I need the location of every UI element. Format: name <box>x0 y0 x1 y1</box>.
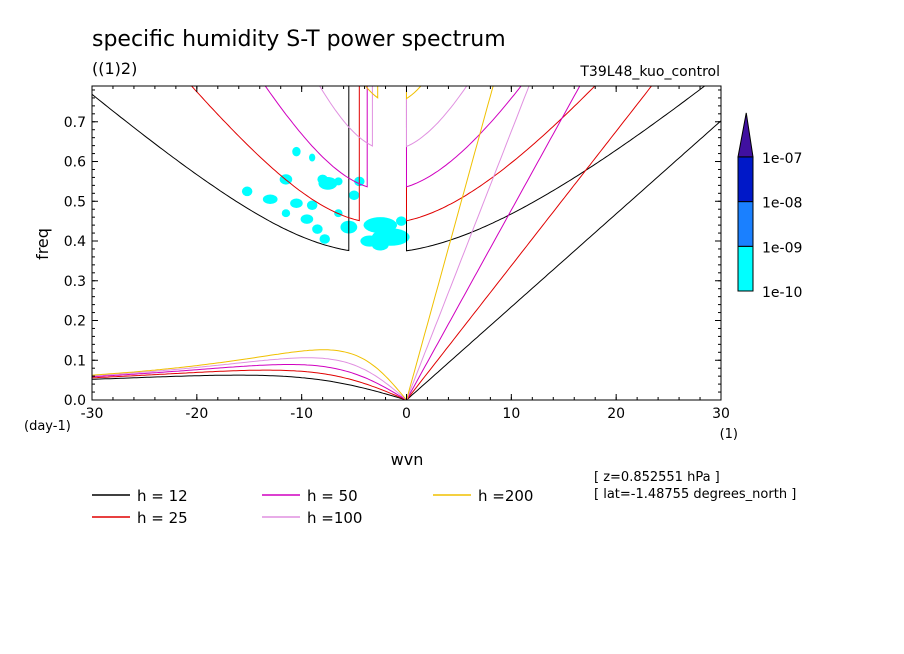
shaded-region-21 <box>371 239 389 251</box>
lat-annotation: [ lat=-1.48755 degrees_north ] <box>594 487 796 502</box>
gravity-wave-curve-h200 <box>364 86 422 100</box>
colorbar-segment-2 <box>737 156 754 203</box>
colorbar-label: 1e-08 <box>762 196 802 212</box>
shaded-region-5 <box>334 177 343 186</box>
y-tick-label: 0.2 <box>64 314 86 330</box>
chart-title: specific humidity S-T power spectrum <box>92 27 506 52</box>
colorbar: 1e-10 1e-09 1e-08 1e-07 <box>737 112 802 301</box>
shaded-region-22 <box>396 216 407 226</box>
kelvin-wave-curve-h200 <box>406 86 494 400</box>
colorbar-label: 1e-09 <box>762 240 802 256</box>
spectrum-shading <box>241 146 410 251</box>
x-tick-label: -10 <box>290 406 313 422</box>
shaded-region-1 <box>309 153 316 162</box>
y-tick-label: 0.6 <box>64 155 86 171</box>
kelvin-wave-curve-h12 <box>406 120 721 400</box>
y-unit-label: (day-1) <box>24 419 71 434</box>
colorbar-label: 1e-10 <box>762 285 802 301</box>
kelvin-wave-curve-h50 <box>406 86 581 400</box>
legend: h = 12 h = 25 h = 50 h =100 h =200 <box>92 487 533 527</box>
gravity-wave-curve-h50 <box>264 86 522 188</box>
kelvin-wave-curve-h100 <box>406 86 530 400</box>
shaded-region-13 <box>300 214 314 224</box>
rossby-wave-curve-h12 <box>92 374 407 400</box>
colorbar-extend-arrow <box>737 112 754 158</box>
legend-label-h25: h = 25 <box>137 509 188 527</box>
shaded-region-12 <box>281 209 291 218</box>
y-tick-label: 0.0 <box>64 393 86 409</box>
dispersion-curves <box>92 86 721 400</box>
x-tick-label: 10 <box>502 406 520 422</box>
x-axis-label: wvn <box>391 450 424 469</box>
x-tick-label: 20 <box>607 406 625 422</box>
y-tick-label: 0.5 <box>64 194 86 210</box>
shaded-region-10 <box>290 198 303 209</box>
y-tick-label: 0.7 <box>64 115 86 131</box>
legend-label-h50: h = 50 <box>307 487 358 505</box>
x-tick-label: -30 <box>81 406 104 422</box>
shaded-region-4 <box>318 177 338 190</box>
y-tick-label: 0.1 <box>64 353 86 369</box>
chart-subtitle-left: ((1)2) <box>92 59 137 78</box>
gravity-wave-curve-h100 <box>319 86 468 148</box>
legend-label-h100: h =100 <box>307 509 362 527</box>
x-unit-label: (1) <box>720 427 738 442</box>
chart-subtitle-right: T39L48_kuo_control <box>579 64 720 80</box>
x-tick-label: 0 <box>402 406 411 422</box>
shaded-region-7 <box>348 190 360 201</box>
x-tick-label: 30 <box>712 406 730 422</box>
rossby-wave-curve-h200 <box>92 349 407 400</box>
shaded-region-16 <box>319 234 330 244</box>
shaded-region-15 <box>312 224 323 234</box>
shaded-region-11 <box>306 200 318 211</box>
shaded-region-9 <box>262 194 278 205</box>
colorbar-label: 1e-07 <box>762 151 802 167</box>
z-annotation: [ z=0.852551 hPa ] <box>594 470 720 485</box>
legend-label-h12: h = 12 <box>137 487 188 505</box>
x-tick-label: -20 <box>185 406 208 422</box>
axis-ticks: -30 -20 -10 0 10 20 30 0.0 0.1 0.2 0.3 0.4 0.5 0.6 0.7 <box>64 86 730 422</box>
rossby-wave-curve-h25 <box>92 369 407 400</box>
colorbar-segment-1 <box>737 201 754 247</box>
rossby-wave-curve-h50 <box>92 364 407 400</box>
y-axis-label: freq <box>33 228 52 260</box>
shaded-region-8 <box>241 186 253 197</box>
kelvin-wave-curve-h25 <box>406 86 653 400</box>
y-tick-label: 0.3 <box>64 274 86 290</box>
gravity-wave-curve-h12 <box>92 86 706 252</box>
shaded-region-0 <box>292 146 301 157</box>
y-tick-label: 0.4 <box>64 234 86 250</box>
colorbar-segment-0 <box>737 245 754 292</box>
legend-label-h200: h =200 <box>478 487 533 505</box>
rossby-wave-curve-h100 <box>92 357 407 400</box>
